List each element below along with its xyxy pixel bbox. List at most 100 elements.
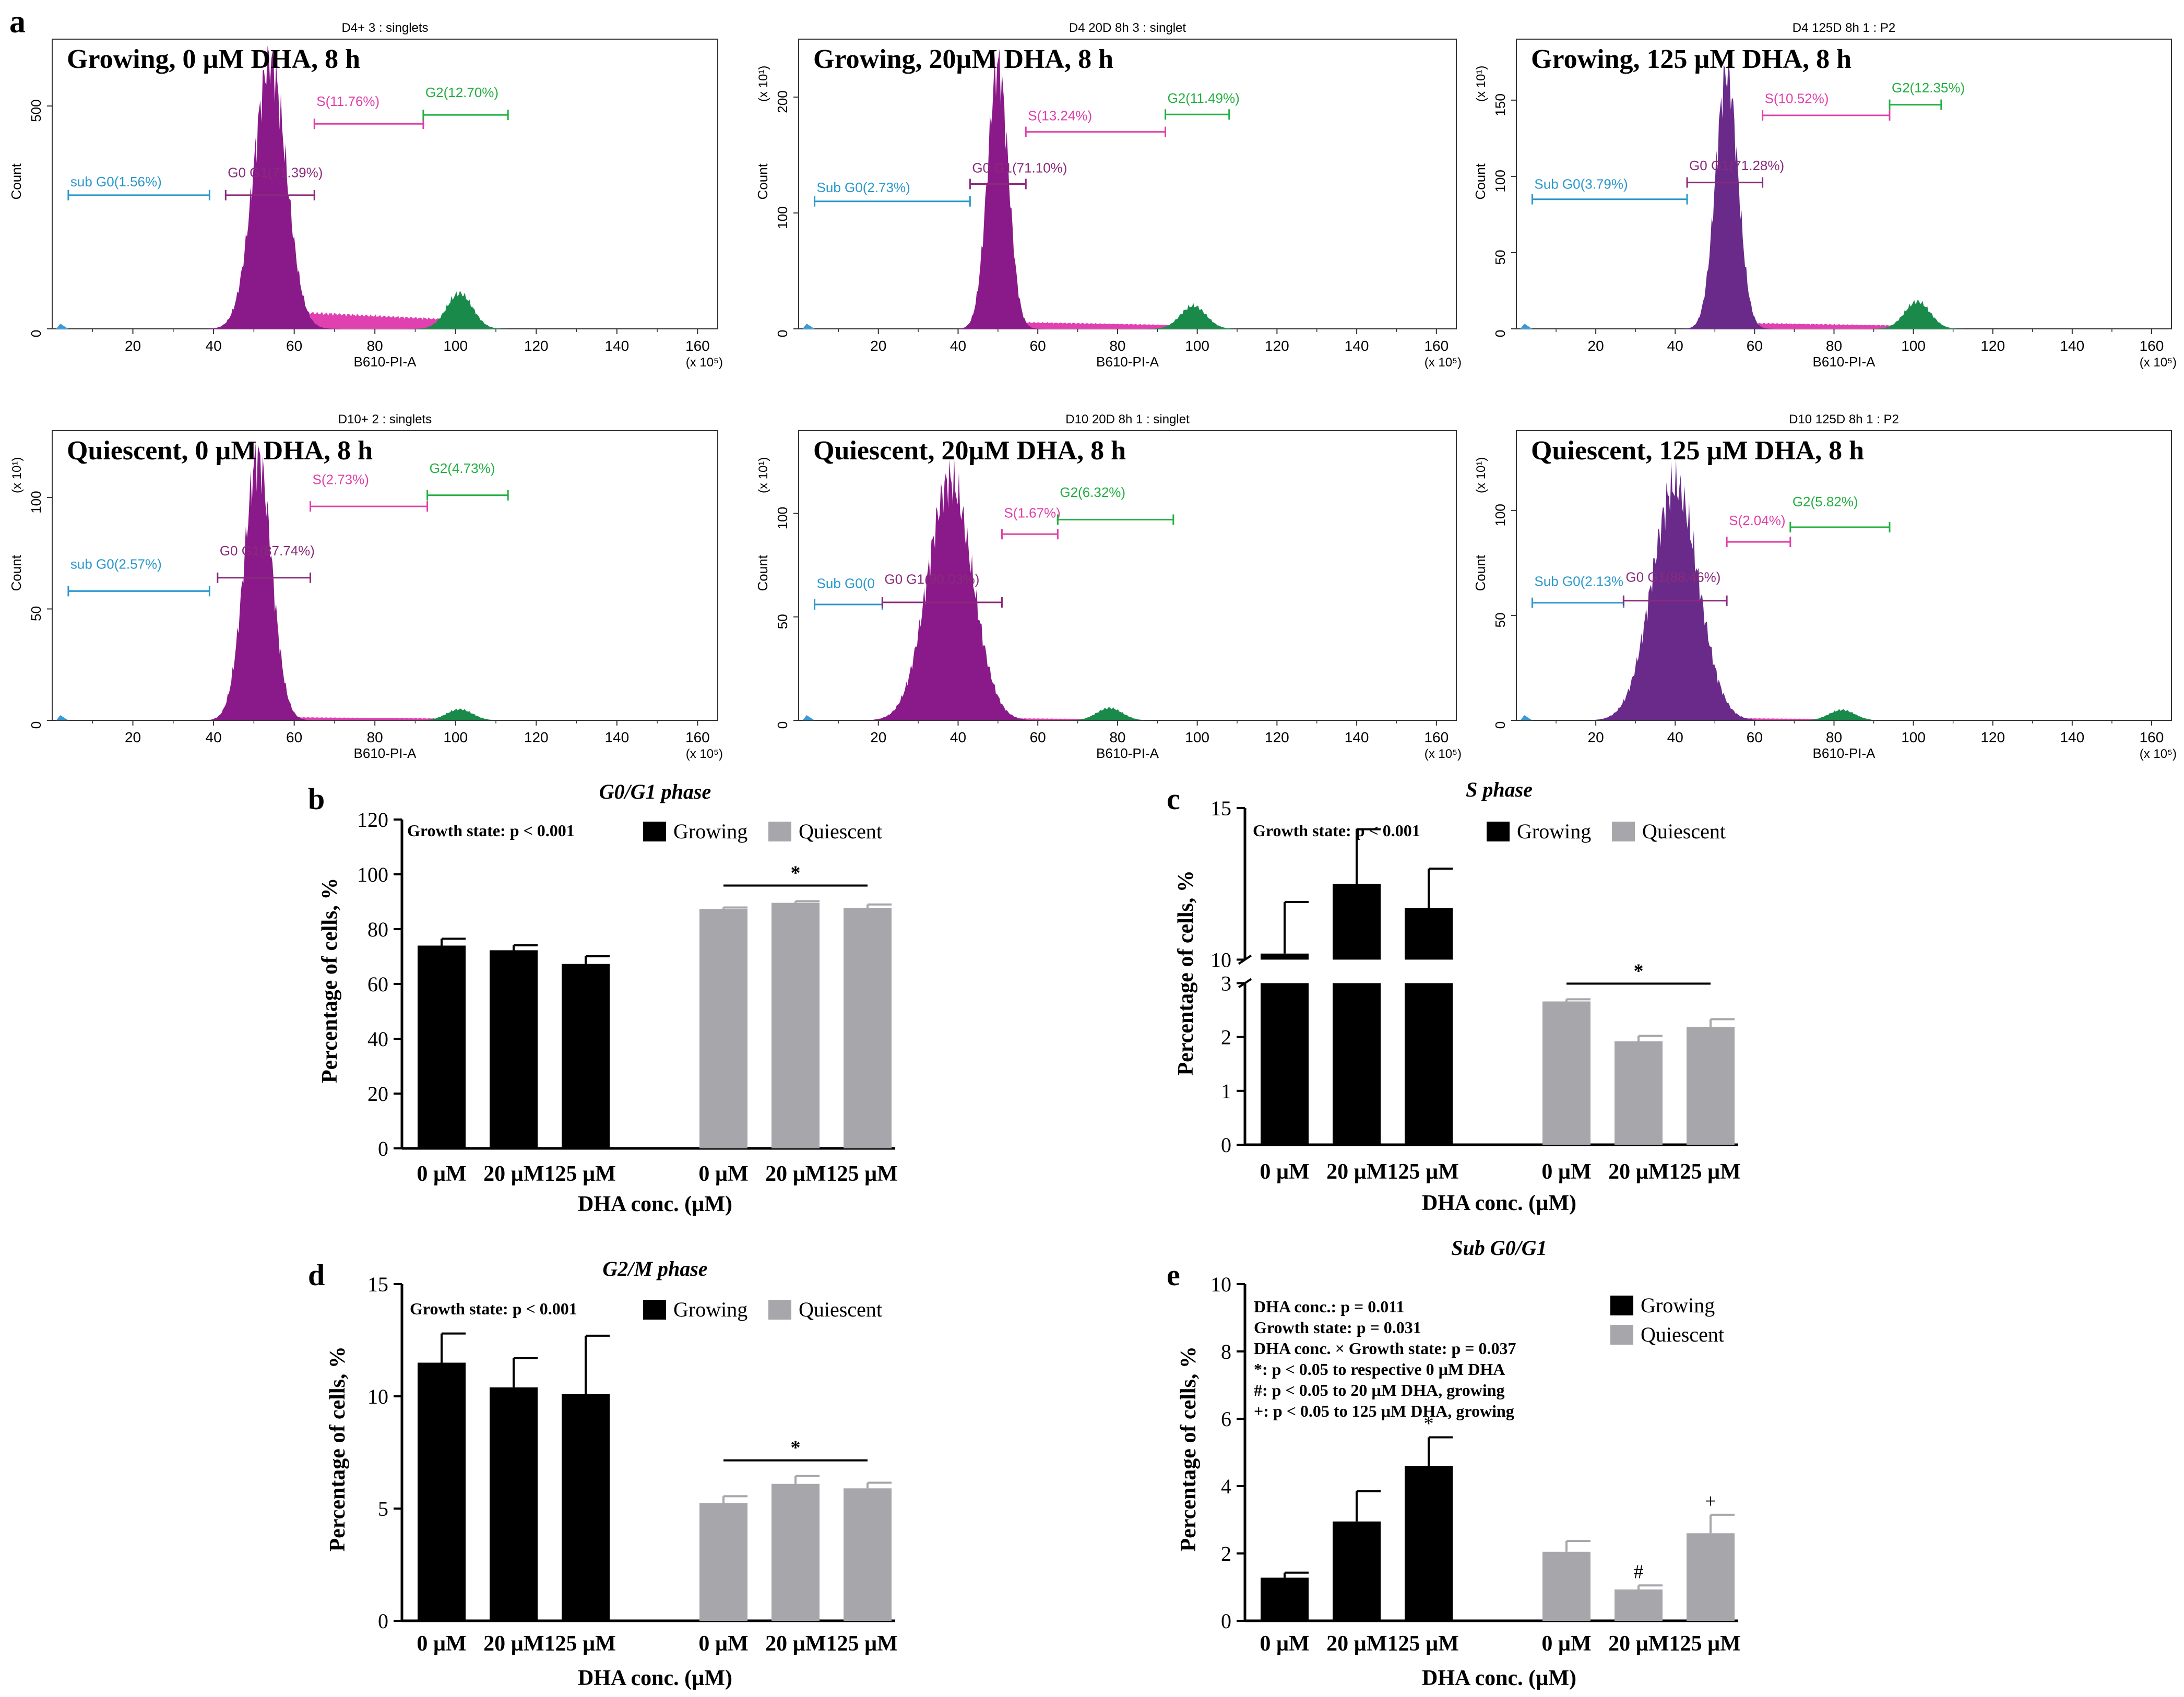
y-tick-label: 5	[378, 1497, 388, 1521]
gate-label: S(1.67%)	[1004, 505, 1060, 521]
bar	[1687, 1533, 1735, 1621]
legend-label: Quiescent	[1641, 1323, 1724, 1346]
bar	[771, 1484, 820, 1621]
histogram-header: D10 20D 8h 1 : singlet	[1065, 412, 1190, 426]
x-scale-label: (x 10⁵)	[1425, 355, 1462, 370]
x-tick-label: 160	[685, 338, 710, 354]
histogram-g2-peak	[799, 707, 1277, 720]
bar	[1542, 1001, 1590, 1145]
bar-chart-c: c S phase 0 1 2 310 15 Percentage of cells, % DH…	[1167, 778, 1741, 1215]
x-tick-label: 0 µM	[1541, 1632, 1591, 1656]
x-tick-label: 80	[367, 729, 383, 745]
bar	[771, 903, 820, 1148]
y-tick-label: 0	[1492, 721, 1508, 729]
x-tick-label: 0 µM	[698, 1632, 748, 1656]
legend-swatch	[1612, 822, 1635, 841]
gate-label: G0 G1(90.03%)	[884, 571, 979, 587]
stats-text: Growth state: p < 0.001	[410, 1299, 577, 1318]
x-tick-label: 120	[524, 338, 549, 354]
x-tick-label: 160	[685, 729, 710, 745]
histogram-header: D4+ 3 : singlets	[341, 21, 428, 35]
bar	[490, 950, 538, 1148]
legend-label: Growing	[673, 1298, 747, 1321]
y-tick-label: 40	[367, 1027, 388, 1051]
legend-swatch	[1610, 1325, 1633, 1345]
bar	[418, 945, 466, 1148]
bar	[1615, 1589, 1663, 1621]
gate-label: sub G0(2.57%)	[70, 556, 162, 572]
y-tick-label: 2	[1221, 1026, 1231, 1049]
x-tick-label: 120	[1265, 338, 1289, 354]
x-tick-label: 0 µM	[698, 1162, 748, 1186]
bar	[1261, 953, 1309, 960]
gate-label: G0 G1(88.46%)	[1625, 569, 1720, 585]
y-tick-label: 100	[1492, 170, 1508, 192]
x-tick-label: 0 µM	[417, 1632, 466, 1656]
plot-frame	[52, 430, 718, 721]
histogram-debris	[1520, 324, 1533, 329]
x-tick-label: 60	[1747, 338, 1763, 354]
x-tick-label: 140	[1345, 729, 1369, 745]
y-axis-label: Count	[755, 163, 770, 199]
chart-title: Sub G0/G1	[1451, 1236, 1547, 1260]
x-tick-label: 20	[870, 729, 886, 745]
gate-label: Sub G0(2.73%)	[817, 180, 910, 195]
x-scale-label: (x 10⁵)	[686, 355, 723, 370]
histogram-g0g1-peak	[52, 45, 537, 329]
histogram-panel: D4 125D 8h 1 : P2 20 40 60 80 100 120 140 160 0 50…	[1473, 21, 2177, 370]
histogram-title: Growing, 20µM DHA, 8 h	[813, 44, 1113, 74]
x-tick-label: 20 µM125 µM	[483, 1162, 616, 1186]
bar	[699, 909, 747, 1148]
y-tick-label: 4	[1221, 1475, 1231, 1498]
histogram-debris	[802, 715, 815, 720]
histogram-panel: D10+ 2 : singlets 20 40 60 80 100 120 140 160 0 50…	[8, 412, 723, 761]
y-tick-label: 15	[367, 1273, 388, 1296]
histogram-header: D10 125D 8h 1 : P2	[1789, 412, 1899, 426]
bar	[1542, 1551, 1590, 1621]
x-tick-label: 80	[1109, 729, 1125, 745]
histogram-panel: D10 20D 8h 1 : singlet 20 40 60 80 100 120 140 1…	[755, 412, 1462, 761]
significance-mark: *	[791, 862, 801, 884]
legend-swatch	[1487, 822, 1510, 841]
x-tick-label: 40	[950, 338, 966, 354]
x-tick-label: 0 µM	[1541, 1160, 1591, 1184]
bar	[1615, 1041, 1663, 1145]
y-tick-label: 20	[367, 1082, 388, 1106]
panel-label: e	[1167, 1258, 1180, 1292]
histogram-header: D4 125D 8h 1 : P2	[1793, 21, 1895, 35]
gate-label: G0 G1(87.74%)	[220, 543, 315, 559]
y-tick-label: 100	[775, 507, 790, 529]
bar	[1333, 1521, 1381, 1621]
y-tick-label: 0	[1221, 1609, 1231, 1633]
x-tick-label: 140	[604, 338, 629, 354]
stats-text: +: p < 0.05 to 125 µM DHA, growing	[1254, 1402, 1514, 1420]
y-tick-label: 60	[367, 972, 388, 996]
gate-label: Sub G0(0	[817, 575, 875, 591]
y-axis-label: Count	[1473, 554, 1488, 591]
x-tick-label: 160	[2140, 729, 2164, 745]
y-tick-label: 120	[357, 808, 388, 832]
x-tick-label: 20	[870, 338, 886, 354]
y-axis-label: Count	[8, 554, 24, 591]
bar	[1405, 983, 1453, 1145]
x-tick-label: 20 µM125 µM	[765, 1632, 898, 1656]
legend-label: Quiescent	[799, 820, 882, 843]
y-tick-label: 50	[1492, 250, 1508, 265]
bar	[1261, 983, 1309, 1145]
y-scale-label: (x 10¹)	[1474, 457, 1488, 493]
gate-label: S(10.52%)	[1765, 91, 1829, 106]
histogram-debris	[1520, 715, 1533, 720]
x-tick-label: 20 µM125 µM	[765, 1162, 898, 1186]
x-tick-label: 80	[1826, 729, 1842, 745]
x-tick-label: 100	[443, 338, 468, 354]
stats-text: DHA conc. × Growth state: p = 0.037	[1254, 1339, 1516, 1358]
y-axis-label: Count	[8, 163, 24, 199]
legend-label: Quiescent	[799, 1298, 882, 1321]
bar	[562, 1394, 610, 1621]
y-scale-label: (x 10¹)	[756, 66, 770, 102]
bar	[1687, 1026, 1735, 1145]
y-tick-label: 0	[1221, 1133, 1231, 1157]
legend-swatch	[643, 822, 666, 841]
x-tick-label: 60	[286, 338, 302, 354]
